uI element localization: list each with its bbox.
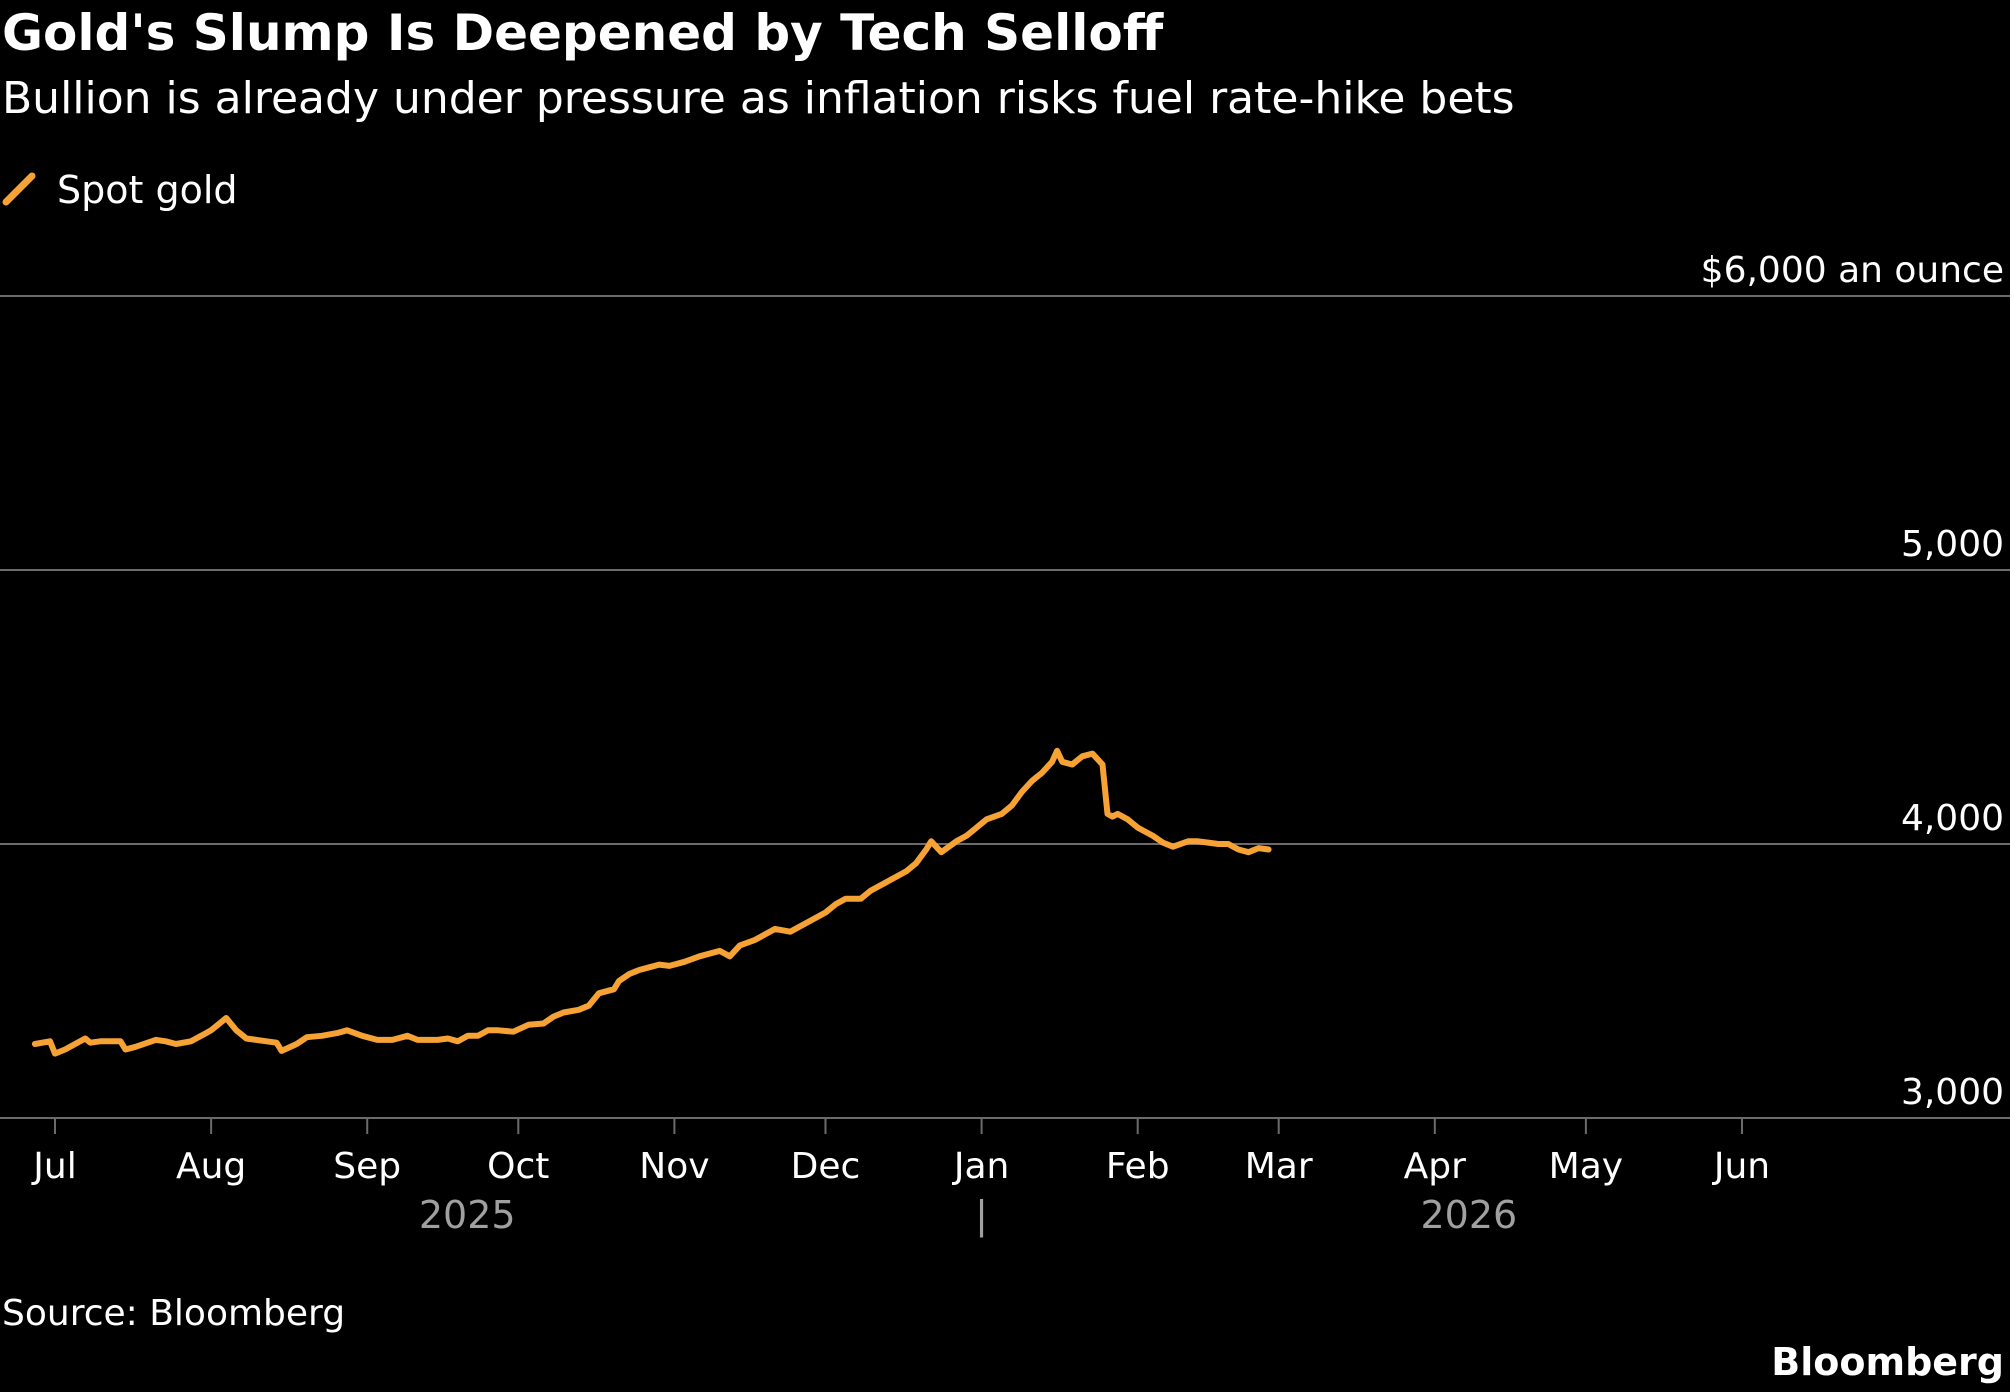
x-tick-label-oct: Oct <box>487 1146 549 1187</box>
source-note: Source: Bloomberg <box>2 1293 345 1334</box>
series-line-spot-gold <box>31 747 1272 1057</box>
x-axis: Jul Aug Sep Oct Nov Dec Jan Feb Mar Apr May Jun 2025… <box>31 1118 1770 1238</box>
x-tick-label-jan: Jan <box>952 1146 1010 1187</box>
series-layer <box>31 747 1272 1057</box>
x-tick-label-jun: Jun <box>1712 1146 1770 1187</box>
year-label-2025: 2025 <box>419 1193 516 1237</box>
series-line-swatch-icon <box>2 172 36 206</box>
bloomberg-logo: Bloomberg <box>1771 1340 2004 1384</box>
y-tick-label-3000: 3,000 <box>1901 1072 2004 1113</box>
x-tick-label-may: May <box>1549 1146 1623 1187</box>
x-tick-label-nov: Nov <box>639 1146 709 1187</box>
x-tick-label-sep: Sep <box>333 1146 401 1187</box>
x-tick-label-apr: Apr <box>1404 1146 1466 1187</box>
x-tick-label-jul: Jul <box>31 1146 76 1187</box>
y-tick-label-6000: $6,000 an ounce <box>1701 250 2004 291</box>
legend-label-spot-gold: Spot gold <box>57 168 238 212</box>
x-tick-label-feb: Feb <box>1106 1146 1170 1187</box>
y-tick-label-4000: 4,000 <box>1901 798 2004 839</box>
gridlines <box>0 295 2010 1119</box>
x-tick-label-dec: Dec <box>791 1146 861 1187</box>
chart-title: Gold's Slump Is Deepened by Tech Selloff <box>2 4 1164 62</box>
y-axis-labels: 3,000 4,000 5,000 $6,000 an ounce <box>1701 250 2004 1113</box>
year-divider: | <box>975 1193 988 1238</box>
x-tick-label-mar: Mar <box>1245 1146 1313 1187</box>
year-label-2026: 2026 <box>1420 1193 1517 1237</box>
legend: Spot gold <box>2 168 238 212</box>
y-tick-label-5000: 5,000 <box>1901 524 2004 565</box>
chart-subtitle: Bullion is already under pressure as inf… <box>2 73 1515 124</box>
x-tick-label-aug: Aug <box>176 1146 246 1187</box>
